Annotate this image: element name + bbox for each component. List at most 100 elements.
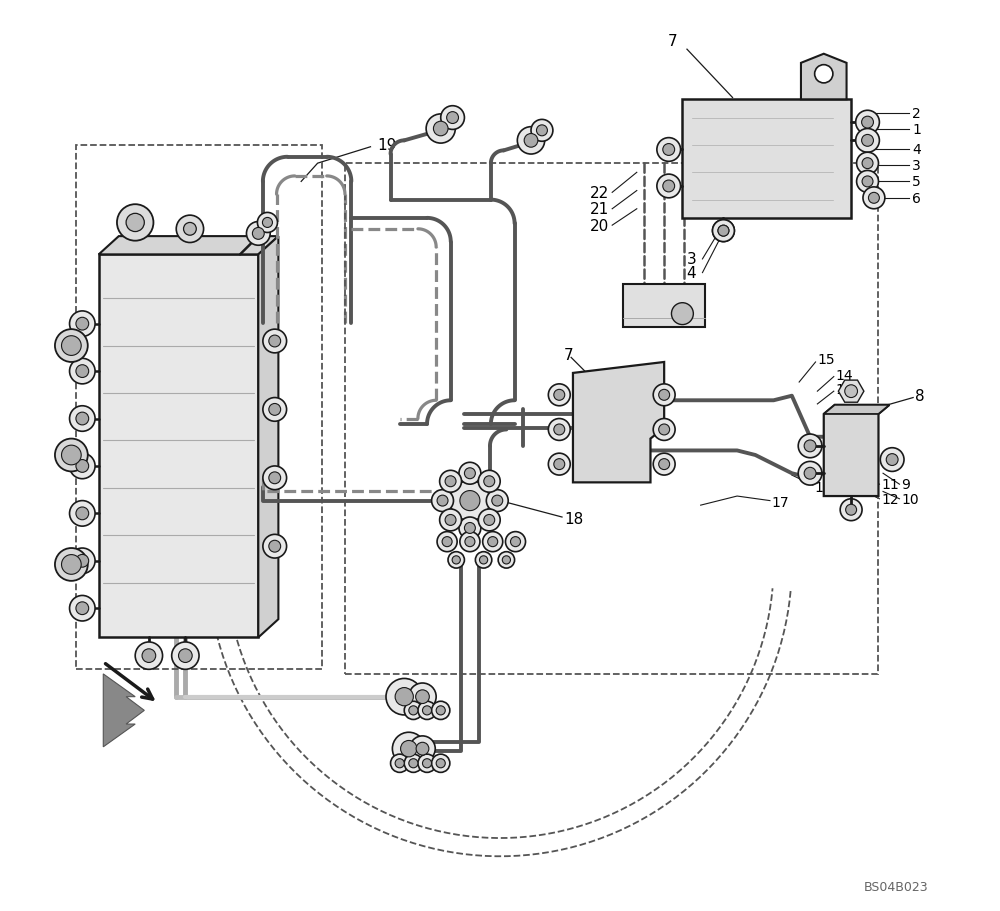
Circle shape	[671, 303, 693, 325]
Polygon shape	[573, 363, 664, 483]
Circle shape	[712, 220, 734, 242]
Circle shape	[653, 384, 675, 406]
Circle shape	[263, 535, 287, 558]
Circle shape	[142, 650, 156, 663]
Circle shape	[442, 537, 452, 547]
Circle shape	[70, 548, 95, 574]
Circle shape	[554, 390, 565, 401]
Circle shape	[126, 214, 144, 232]
Circle shape	[437, 532, 457, 552]
Circle shape	[418, 701, 436, 720]
Text: 3: 3	[912, 159, 921, 173]
Text: 14: 14	[836, 368, 853, 383]
Circle shape	[505, 532, 526, 552]
Circle shape	[536, 126, 547, 137]
Circle shape	[70, 406, 95, 432]
Circle shape	[409, 706, 418, 715]
Circle shape	[55, 439, 88, 472]
Circle shape	[422, 706, 432, 715]
Circle shape	[269, 404, 281, 415]
Circle shape	[386, 679, 422, 715]
Polygon shape	[824, 405, 889, 496]
Circle shape	[416, 742, 429, 755]
Circle shape	[815, 66, 833, 84]
Text: 19: 19	[377, 138, 396, 153]
Circle shape	[440, 509, 462, 531]
Polygon shape	[838, 381, 864, 403]
Circle shape	[653, 419, 675, 441]
Text: 6: 6	[912, 191, 921, 206]
Circle shape	[531, 120, 553, 142]
Circle shape	[659, 459, 670, 470]
Circle shape	[391, 754, 409, 773]
Circle shape	[117, 205, 153, 241]
Circle shape	[422, 759, 432, 768]
Circle shape	[76, 460, 89, 473]
Circle shape	[478, 471, 500, 493]
Circle shape	[179, 650, 192, 663]
Circle shape	[663, 180, 675, 193]
Polygon shape	[103, 674, 144, 747]
Circle shape	[404, 701, 422, 720]
Text: 2: 2	[912, 107, 921, 121]
Text: 4: 4	[912, 143, 921, 158]
Circle shape	[856, 111, 879, 135]
Circle shape	[447, 112, 459, 125]
Circle shape	[460, 532, 480, 552]
Circle shape	[70, 312, 95, 337]
Circle shape	[517, 128, 545, 155]
Circle shape	[445, 515, 456, 526]
Circle shape	[798, 462, 822, 486]
Circle shape	[484, 515, 495, 526]
Text: 15: 15	[817, 353, 835, 367]
Circle shape	[436, 759, 445, 768]
Circle shape	[76, 413, 89, 425]
Text: 21: 21	[590, 202, 609, 217]
Circle shape	[176, 216, 204, 243]
Circle shape	[76, 555, 89, 568]
Circle shape	[262, 219, 272, 229]
Circle shape	[712, 220, 734, 242]
Circle shape	[857, 171, 878, 193]
Text: 18: 18	[564, 512, 583, 527]
Circle shape	[432, 754, 450, 773]
Circle shape	[76, 602, 89, 615]
Circle shape	[475, 552, 492, 568]
Text: 17: 17	[772, 496, 789, 510]
Circle shape	[62, 555, 81, 575]
Circle shape	[448, 552, 464, 568]
Circle shape	[510, 537, 521, 547]
Circle shape	[492, 496, 503, 507]
Text: 13: 13	[836, 383, 853, 397]
Polygon shape	[824, 405, 889, 415]
Text: 22: 22	[590, 186, 609, 200]
Circle shape	[657, 138, 681, 162]
Circle shape	[498, 552, 515, 568]
Circle shape	[478, 509, 500, 531]
Circle shape	[659, 425, 670, 435]
Circle shape	[862, 118, 873, 129]
Circle shape	[445, 476, 456, 487]
Circle shape	[450, 481, 490, 521]
Circle shape	[548, 384, 570, 406]
Circle shape	[459, 517, 481, 539]
Circle shape	[269, 336, 281, 348]
Polygon shape	[99, 237, 278, 255]
Circle shape	[263, 398, 287, 422]
Text: 12: 12	[881, 492, 899, 507]
Circle shape	[426, 115, 455, 144]
Circle shape	[548, 419, 570, 441]
Circle shape	[863, 188, 885, 210]
Text: 4: 4	[687, 266, 696, 281]
Circle shape	[464, 523, 475, 534]
Text: 7: 7	[668, 34, 678, 48]
Circle shape	[401, 741, 417, 757]
Polygon shape	[801, 55, 847, 100]
Text: 5: 5	[912, 175, 921, 189]
Circle shape	[862, 136, 873, 148]
Text: 3: 3	[687, 252, 696, 267]
Circle shape	[718, 226, 729, 237]
Circle shape	[846, 505, 857, 516]
Circle shape	[409, 683, 436, 711]
Circle shape	[452, 556, 460, 564]
